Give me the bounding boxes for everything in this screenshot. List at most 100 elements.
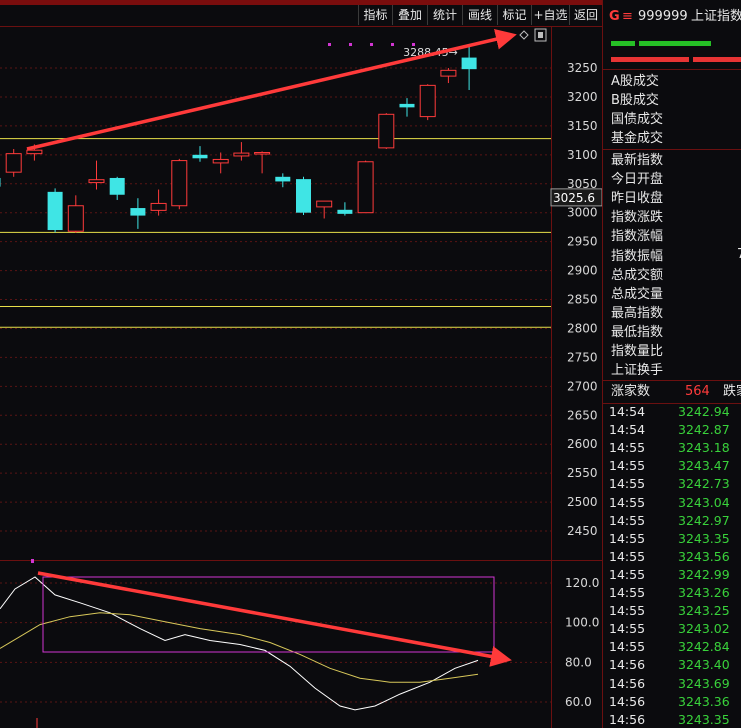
toolbar-button-1[interactable]: 叠加 — [392, 5, 427, 25]
tick-time: 14:56 — [609, 693, 646, 709]
y-tick-label: 2700 — [567, 379, 598, 393]
tick-row: 14:55 3243.18 — [603, 439, 741, 457]
current-price-box — [550, 188, 602, 207]
y-tick-label: 2900 — [567, 264, 598, 278]
tick-price: 3243.40 — [678, 657, 730, 673]
tick-row: 14:54 3242.87 — [603, 421, 741, 439]
stat-label: 指数涨幅 — [611, 229, 664, 245]
candle-body — [378, 113, 395, 149]
y-tick-label: 3150 — [567, 119, 598, 133]
toolbar-button-5[interactable]: +自选 — [531, 5, 569, 25]
signal-dot — [412, 43, 415, 46]
stat-label: 指数量比 — [611, 344, 664, 359]
tick-time: 14:55 — [609, 548, 646, 564]
signal-dot — [31, 559, 34, 563]
y-tick-label: 2650 — [567, 408, 598, 422]
candle-body — [440, 69, 457, 77]
stat-label: 最低指数 — [611, 324, 664, 340]
tick-price: 3242.87 — [678, 422, 730, 438]
y-tick-label: 2550 — [567, 466, 598, 480]
candle-body — [399, 103, 415, 108]
y-tick-label: 2500 — [567, 495, 598, 509]
trend-arrow-up — [26, 28, 517, 151]
quote-header: G ≡ 999999 上证指数 — [603, 5, 741, 29]
top-border — [0, 0, 741, 5]
tick-row: 14:55 3242.84 — [603, 638, 741, 656]
g-icon[interactable]: G — [609, 9, 620, 24]
tick-row: 14:56 3243.36 — [603, 693, 741, 711]
candle-body — [0, 177, 1, 187]
tick-price: 3243.47 — [678, 458, 730, 474]
y-tick-label: 3000 — [567, 206, 598, 220]
tick-time: 14:55 — [609, 494, 646, 510]
y-tick-label: 2750 — [567, 350, 598, 364]
toolbar-button-0[interactable]: 指标 — [358, 5, 392, 25]
candle-body — [109, 177, 125, 195]
tick-price: 3243.25 — [678, 603, 730, 619]
up-count-value: 564 — [685, 384, 710, 399]
tick-price: 3243.56 — [678, 548, 730, 564]
tick-time: 14:55 — [609, 440, 646, 456]
y-tick-label: 2800 — [567, 321, 598, 335]
tick-price: 3242.99 — [678, 566, 730, 582]
candle-body — [67, 205, 84, 232]
toolbar-button-4[interactable]: 标记 — [497, 5, 531, 25]
y-tick-label: 3050 — [567, 177, 598, 191]
stock-name: 上证指数 — [691, 9, 741, 24]
candle-body — [171, 160, 188, 207]
y-tick-label: 100.0 — [565, 616, 599, 630]
tick-row: 14:55 3242.99 — [603, 566, 741, 584]
tick-time: 14:55 — [609, 603, 646, 619]
tick-time: 14:54 — [609, 422, 646, 438]
tick-price: 3242.84 — [678, 639, 730, 655]
y-tick-label: 2450 — [567, 524, 598, 538]
tick-row: 14:56 3243.40 — [603, 656, 741, 674]
tick-time: 14:55 — [609, 458, 646, 474]
stat-label: B股成交 — [611, 93, 659, 108]
tick-row: 14:55 3243.35 — [603, 530, 741, 548]
toolbar-button-6[interactable]: 返回 — [569, 5, 602, 25]
tick-price: 3243.04 — [678, 494, 730, 510]
candle-body — [150, 202, 167, 211]
signal-dot — [370, 43, 373, 46]
ratio-bar-red-long — [611, 57, 689, 62]
signal-dot — [391, 43, 394, 46]
tick-time: 14:56 — [609, 657, 646, 673]
candle-body — [254, 151, 271, 155]
tick-time: 14:54 — [609, 404, 646, 419]
tick-time: 14:55 — [609, 512, 646, 528]
stat-label: 最新指数 — [611, 153, 664, 168]
candle-body — [212, 158, 229, 164]
trend-arrow-down — [37, 571, 512, 667]
chart-area: 3250 3200 3150 3100 3050 3000 2950 2900 2850 2800… — [0, 26, 602, 728]
tick-row: 14:55 3243.26 — [603, 584, 741, 602]
stat-label: 基金成交 — [611, 131, 664, 146]
tick-price: 3243.69 — [678, 675, 730, 691]
divergence-box — [42, 576, 495, 653]
stat-label: 总成交额 — [611, 267, 664, 283]
y-tick-label: 120.0 — [565, 576, 599, 590]
tick-price: 3242.73 — [678, 476, 730, 492]
indicator-line — [0, 576, 479, 711]
menu-icon[interactable]: ≡ — [622, 9, 633, 24]
down-count-label: 跌家数 — [723, 384, 741, 399]
tick-time: 14:55 — [609, 621, 646, 637]
stat-label: 昨日收盘 — [611, 191, 664, 207]
tick-row: 14:55 3243.04 — [603, 494, 741, 512]
chart-toolbar: 指标 叠加 统计 画线 标记 +自选 返回 — [0, 5, 602, 26]
stat-label: 最高指数 — [611, 305, 664, 321]
candle-body — [233, 152, 250, 157]
toolbar-button-2[interactable]: 统计 — [427, 5, 462, 25]
candle-body — [5, 153, 22, 173]
stat-label: 指数振幅 — [611, 248, 664, 264]
ratio-bar-red-short — [693, 57, 741, 62]
tick-price: 3243.35 — [678, 711, 730, 727]
tick-price: 3243.36 — [678, 693, 730, 709]
tick-time: 14:55 — [609, 585, 646, 600]
toolbar-button-3[interactable]: 画线 — [462, 5, 497, 25]
square-icon-fill — [538, 32, 543, 38]
y-tick-label: 2850 — [567, 293, 598, 307]
tick-price: 3243.26 — [678, 585, 730, 600]
separator — [603, 380, 741, 381]
tick-time: 14:56 — [609, 711, 646, 727]
